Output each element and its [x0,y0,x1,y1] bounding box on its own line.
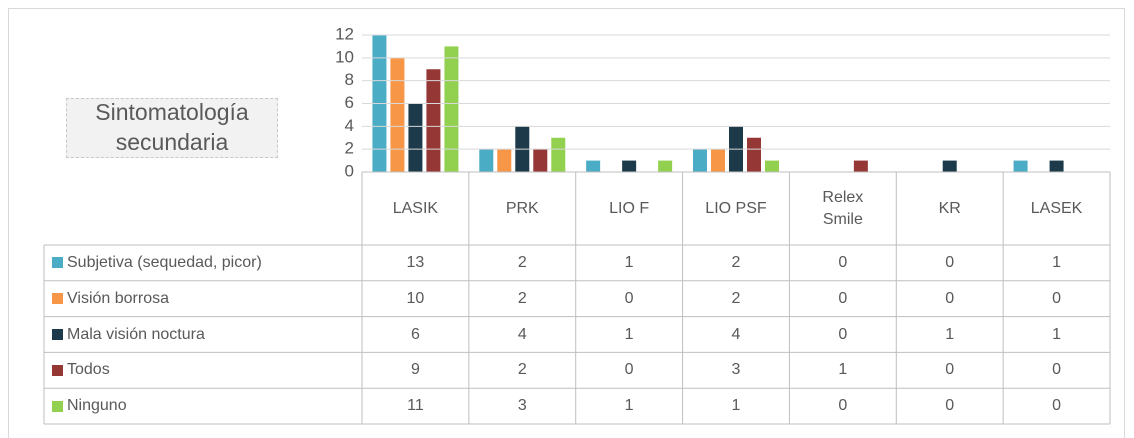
bar [1013,160,1028,172]
legend-label: Mala visión noctura [67,325,205,343]
bar [586,160,601,172]
bar [479,149,494,172]
chart-title: Sintomatología secundaria [66,98,278,158]
table-value: 4 [517,325,527,343]
bar [408,103,423,172]
table-value: 2 [731,289,741,307]
bar [853,160,868,172]
y-tick-label: 10 [335,47,354,66]
table-value: 1 [1052,325,1062,343]
x-tick-label: LIO PSF [705,199,767,217]
legend-label: Ninguno [67,397,127,415]
bar [533,149,548,172]
table-value: 9 [410,361,420,379]
plot-area [372,35,1064,172]
y-tick-label: 4 [345,116,354,135]
table-value: 10 [406,289,425,307]
table-value: 1 [1052,254,1062,272]
table-value: 1 [624,397,634,415]
table-value: 0 [624,289,634,307]
table-value: 11 [407,397,424,415]
table-value: 2 [517,361,527,379]
legend-key [52,328,63,340]
bar [747,137,761,172]
table-value: 0 [624,361,634,379]
y-tick-label: 12 [335,24,354,43]
y-tick-label: 8 [345,70,354,89]
table-value: 4 [731,325,741,343]
x-tick-label: PRK [505,199,539,217]
bar [693,149,707,172]
table-value: 2 [517,254,527,272]
table-value: 0 [945,289,955,307]
legend-entry: Visión borrosa [44,281,362,317]
table-value: 0 [838,254,848,272]
bar [765,160,779,172]
x-tick-label: KR [938,199,961,217]
bar [372,35,387,172]
table-value: 1 [838,361,848,379]
bar [426,69,441,172]
legend-key [52,293,63,305]
x-tick-label: LASIK [392,199,439,217]
y-tick-label: 0 [345,161,354,180]
legend-key [52,257,63,269]
table-value: 13 [406,254,425,272]
table-value: 0 [945,361,955,379]
table-value: 3 [731,361,741,379]
table-value: 0 [838,289,848,307]
legend-label: Visión borrosa [67,289,169,307]
legend-entry: Subjetiva (sequedad, picor) [44,245,362,281]
bar [390,57,405,172]
x-tick-label: LIO F [609,199,650,217]
bar [1049,160,1064,172]
y-tick-label: 2 [345,139,354,158]
legend-entry: Ninguno [44,388,362,424]
chart-border [8,8,1125,438]
x-tick-label: Relex Smile [822,188,864,228]
legend-key [52,364,63,376]
y-tick-label: 6 [345,93,354,112]
table-value: 1 [624,254,634,272]
table-value: 3 [517,397,527,415]
table-value: 0 [1052,361,1062,379]
legend-entry: Todos [44,352,362,388]
legend-label: Subjetiva (sequedad, picor) [67,254,262,272]
table-value: 0 [1052,397,1062,415]
bar [497,149,512,172]
table-value: 2 [517,289,527,307]
table-value: 1 [731,397,741,415]
bar [622,160,637,172]
table-value: 2 [731,254,741,272]
table-value: 0 [838,325,848,343]
table-value: 0 [838,397,848,415]
table-value: 0 [1052,289,1062,307]
x-tick-label: LASEK [1030,199,1083,217]
legend-entry: Mala visión noctura [44,317,362,353]
legend-label: Todos [67,361,110,379]
table-value: 6 [410,325,420,343]
table-value: 0 [945,397,955,415]
bar [942,160,957,172]
legend-key [52,400,63,412]
bar [658,160,673,172]
table-value: 0 [945,254,955,272]
bar [711,149,725,172]
table-value: 1 [945,325,955,343]
bar [444,46,459,172]
table-value: 1 [624,325,634,343]
bar [551,137,566,172]
